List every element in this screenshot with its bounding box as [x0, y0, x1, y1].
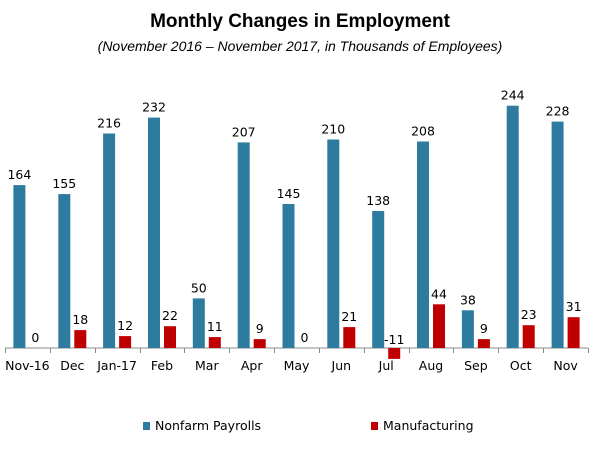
bar-nonfarm [372, 211, 385, 348]
legend-swatch-manufacturing [371, 421, 378, 430]
data-label-manufacturing: 0 [301, 330, 309, 345]
bar-nonfarm [103, 133, 116, 348]
bar-manufacturing [164, 326, 176, 348]
bar-nonfarm [13, 185, 26, 348]
bar-nonfarm [551, 121, 564, 348]
x-tick-label: Feb [151, 358, 173, 373]
data-label-manufacturing: 18 [72, 312, 88, 327]
data-label-manufacturing: 12 [117, 318, 133, 333]
data-label-manufacturing: 44 [431, 286, 447, 301]
legend-label-manufacturing: Manufacturing [383, 418, 474, 433]
x-tick-label: Aug [419, 358, 443, 373]
bar-manufacturing [522, 325, 535, 348]
bar-manufacturing [119, 336, 132, 348]
legend-swatch-nonfarm [143, 421, 150, 430]
legend-item-nonfarm: Nonfarm Payrolls [143, 418, 261, 433]
x-tick-label: Oct [510, 358, 532, 373]
bar-manufacturing [208, 337, 221, 348]
bar-manufacturing [253, 339, 266, 348]
bar-nonfarm [237, 142, 250, 348]
data-label-manufacturing: 9 [480, 321, 488, 336]
x-tick-label: Mar [195, 358, 219, 373]
x-tick-label: Nov [553, 358, 578, 373]
bar-nonfarm [417, 141, 429, 348]
x-tick-label: May [284, 358, 310, 373]
bar-nonfarm [327, 139, 340, 348]
x-tick-label: Apr [241, 358, 263, 373]
data-label-nonfarm: 50 [191, 280, 207, 295]
bar-manufacturing [74, 330, 87, 348]
data-label-manufacturing: 21 [341, 309, 357, 324]
x-tick-label: Jul [378, 358, 394, 373]
bar-manufacturing [388, 348, 401, 359]
data-label-nonfarm: 207 [232, 124, 256, 139]
data-label-manufacturing: 9 [256, 321, 264, 336]
data-label-nonfarm: 155 [52, 176, 76, 191]
data-label-nonfarm: 228 [546, 104, 570, 119]
x-tick-label: Nov-16 [5, 358, 50, 373]
data-label-nonfarm: 38 [460, 292, 476, 307]
bar-manufacturing [343, 327, 356, 348]
x-tick-label: Dec [60, 358, 84, 373]
data-label-nonfarm: 164 [7, 167, 31, 182]
data-label-manufacturing: 22 [162, 308, 178, 323]
bar-manufacturing [433, 304, 445, 348]
data-label-nonfarm: 232 [142, 100, 166, 115]
legend-label-nonfarm: Nonfarm Payrolls [155, 418, 262, 433]
bar-nonfarm [192, 298, 205, 348]
data-label-manufacturing: 23 [521, 307, 537, 322]
data-label-nonfarm: 210 [321, 122, 345, 137]
data-label-manufacturing: 0 [31, 330, 39, 345]
bar-nonfarm [148, 117, 160, 348]
data-label-manufacturing: 31 [566, 299, 582, 314]
bar-manufacturing [477, 339, 490, 348]
data-label-nonfarm: 208 [411, 124, 435, 139]
chart-subtitle: (November 2016 – November 2017, in Thous… [97, 38, 503, 54]
x-tick-label: Jan-17 [96, 358, 137, 373]
bar-nonfarm [506, 105, 519, 348]
x-tick-label: Sep [464, 358, 488, 373]
legend-item-manufacturing: Manufacturing [371, 418, 474, 433]
bar-nonfarm [282, 204, 295, 348]
data-label-manufacturing: -11 [384, 332, 404, 347]
data-label-nonfarm: 216 [97, 116, 121, 131]
bar-manufacturing [567, 317, 580, 348]
bar-nonfarm [461, 310, 474, 348]
bar-nonfarm [58, 194, 71, 348]
x-tick-label: Jun [331, 358, 352, 373]
data-label-manufacturing: 11 [207, 319, 223, 334]
data-label-nonfarm: 145 [277, 186, 301, 201]
data-label-nonfarm: 244 [501, 88, 525, 103]
data-label-nonfarm: 138 [366, 193, 390, 208]
chart-title: Monthly Changes in Employment [150, 11, 450, 32]
